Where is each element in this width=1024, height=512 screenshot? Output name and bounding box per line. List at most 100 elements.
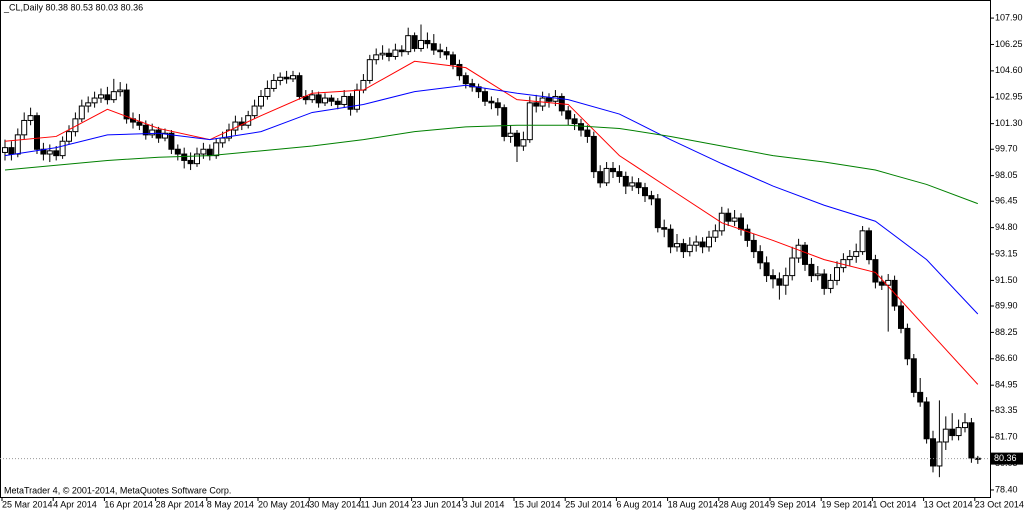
- candle-body: [930, 438, 936, 467]
- y-tick-label: 106.25: [995, 39, 1023, 49]
- candle-body: [194, 153, 200, 165]
- candle-body: [622, 175, 629, 187]
- y-tick-label: 89.90: [995, 300, 1018, 310]
- candle-body: [629, 182, 636, 187]
- price-tag: [991, 452, 1023, 465]
- candle-body: [750, 239, 757, 253]
- candle-body: [968, 422, 975, 459]
- candle-body: [66, 131, 72, 142]
- candle-body: [226, 129, 232, 139]
- candle-body: [680, 243, 687, 253]
- candle-body: [322, 97, 328, 104]
- moving-average: [4, 84, 979, 315]
- candle-body: [910, 358, 917, 393]
- candle-body: [424, 39, 431, 45]
- y-tick-label: 102.95: [995, 92, 1023, 102]
- candle-body: [584, 129, 591, 137]
- candle-body: [251, 105, 258, 117]
- chart-title: _CL,Daily 80.38 80.53 80.03 80.36: [3, 2, 143, 12]
- candle-body: [136, 121, 143, 126]
- candle-body: [808, 263, 815, 277]
- candle-body: [603, 167, 610, 184]
- candle-body: [686, 244, 693, 253]
- candle-body: [936, 441, 943, 467]
- candle-body: [642, 187, 648, 197]
- x-tick-label: 25 Jul 2014: [565, 499, 612, 509]
- y-tick-label: 107.90: [995, 12, 1023, 22]
- x-tick-label: 16 Apr 2014: [104, 499, 153, 509]
- y-tick-label: 99.70: [995, 144, 1018, 154]
- candle-body: [974, 457, 981, 460]
- candle-body: [821, 273, 828, 289]
- candle-body: [104, 94, 111, 101]
- candle-body: [366, 59, 373, 81]
- candle-body: [78, 105, 85, 120]
- y-tick-label: 91.50: [995, 275, 1018, 285]
- y-tick-label: 96.45: [995, 196, 1018, 206]
- candle-body: [706, 236, 712, 248]
- candle-body: [283, 76, 290, 80]
- candle-body: [590, 135, 597, 173]
- candle-body: [763, 262, 770, 277]
- x-tick-label: 25 Mar 2014: [2, 499, 53, 509]
- candle-body: [59, 140, 66, 157]
- x-tick-label: 15 Jul 2014: [514, 499, 561, 509]
- y-tick-label: 86.60: [995, 353, 1018, 363]
- candle-body: [347, 95, 354, 110]
- candle-body: [187, 159, 194, 165]
- candle-body: [174, 148, 181, 155]
- x-tick-label: 28 Apr 2014: [156, 499, 205, 509]
- candle-body: [123, 89, 130, 120]
- moving-average: [4, 124, 978, 205]
- candle-body: [494, 102, 501, 109]
- candle-body: [597, 171, 604, 184]
- candle-body: [392, 49, 399, 57]
- candle-body: [782, 275, 789, 286]
- candle-body: [789, 257, 796, 277]
- candle-body: [8, 147, 15, 155]
- candle-body: [290, 75, 296, 80]
- candle-body: [610, 167, 616, 173]
- candle-body: [405, 35, 412, 53]
- candle-body: [693, 241, 700, 246]
- x-tick-label: 20 May 2014: [258, 499, 310, 509]
- candle-body: [731, 217, 738, 222]
- candle-body: [546, 97, 552, 102]
- x-tick-label: 1 Oct 2014: [872, 499, 916, 509]
- candle-body: [744, 228, 751, 241]
- candle-body: [213, 142, 220, 157]
- candle-body: [450, 54, 456, 65]
- candle-body: [962, 422, 968, 429]
- y-tick-label: 81.70: [995, 432, 1018, 442]
- candle-body: [834, 267, 840, 281]
- candle-body: [878, 281, 885, 286]
- candle-body: [757, 251, 764, 264]
- candle-body: [827, 279, 834, 289]
- x-tick-label: 13 Oct 2014: [924, 499, 973, 509]
- candle-body: [117, 89, 124, 93]
- footer: MetaTrader 4, © 2001-2014, MetaQuotes So…: [4, 485, 231, 495]
- candle-body: [898, 305, 904, 329]
- candle-body: [264, 87, 271, 97]
- y-tick-label: 84.95: [995, 380, 1018, 390]
- candle-body: [942, 428, 949, 443]
- x-tick-label: 19 Sep 2014: [821, 499, 872, 509]
- candle-body: [667, 228, 674, 248]
- candle-body: [501, 107, 508, 137]
- candle-body: [571, 118, 578, 125]
- candle-body: [949, 428, 956, 437]
- moving-average: [4, 60, 979, 385]
- candle-body: [885, 279, 892, 286]
- candle-body: [443, 51, 450, 56]
- candle-body: [872, 259, 879, 283]
- candle-body: [770, 275, 776, 280]
- candle-body: [661, 227, 668, 230]
- candle-body: [507, 132, 514, 137]
- candle-body: [430, 43, 437, 51]
- candle-body: [14, 134, 21, 155]
- candle-body: [309, 94, 316, 101]
- y-tick-label: 88.25: [995, 327, 1018, 337]
- candle-body: [85, 102, 92, 107]
- candle-body: [162, 132, 168, 139]
